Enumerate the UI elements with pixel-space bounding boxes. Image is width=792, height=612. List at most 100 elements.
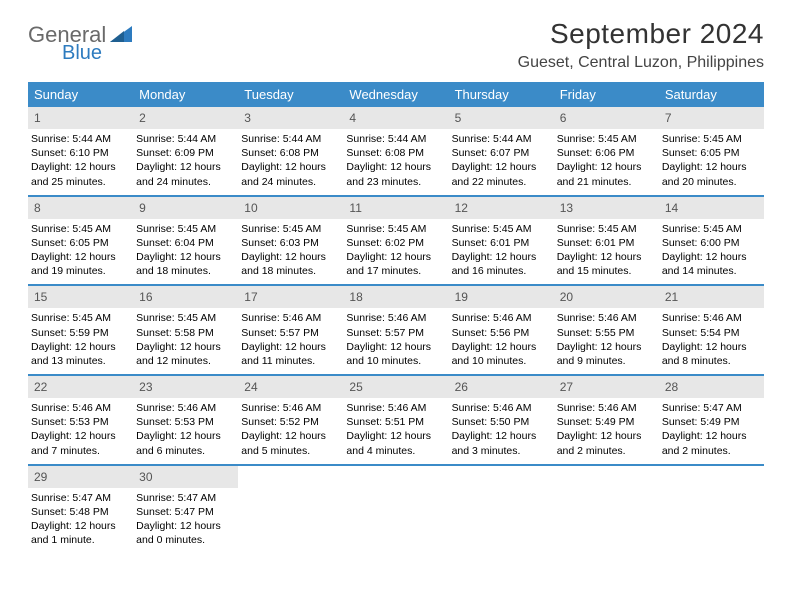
day-number: 3 bbox=[244, 111, 251, 125]
day-detail-line: Sunset: 5:49 PM bbox=[557, 415, 656, 429]
day-detail-line: Daylight: 12 hours bbox=[31, 429, 130, 443]
day-cell: 20Sunrise: 5:46 AMSunset: 5:55 PMDayligh… bbox=[554, 286, 659, 374]
daynum-bar: 29 bbox=[28, 466, 133, 488]
day-detail-line: Sunset: 5:57 PM bbox=[346, 326, 445, 340]
day-detail-line: Sunrise: 5:47 AM bbox=[31, 491, 130, 505]
day-number: 22 bbox=[34, 380, 47, 394]
day-cell: 4Sunrise: 5:44 AMSunset: 6:08 PMDaylight… bbox=[343, 107, 448, 195]
daynum-bar: 20 bbox=[554, 286, 659, 308]
day-detail-line: Sunrise: 5:46 AM bbox=[452, 311, 551, 325]
day-detail-line: Sunrise: 5:45 AM bbox=[241, 222, 340, 236]
day-cell: 2Sunrise: 5:44 AMSunset: 6:09 PMDaylight… bbox=[133, 107, 238, 195]
day-detail-line: Sunrise: 5:46 AM bbox=[452, 401, 551, 415]
day-detail-line: and 12 minutes. bbox=[136, 354, 235, 368]
day-number: 15 bbox=[34, 290, 47, 304]
daynum-bar: 26 bbox=[449, 376, 554, 398]
day-cell: 30Sunrise: 5:47 AMSunset: 5:47 PMDayligh… bbox=[133, 466, 238, 554]
daynum-bar: 21 bbox=[659, 286, 764, 308]
calendar-grid: SundayMondayTuesdayWednesdayThursdayFrid… bbox=[28, 82, 764, 553]
weekday-header-row: SundayMondayTuesdayWednesdayThursdayFrid… bbox=[28, 82, 764, 107]
day-cell bbox=[343, 466, 448, 554]
week-row: 1Sunrise: 5:44 AMSunset: 6:10 PMDaylight… bbox=[28, 107, 764, 197]
day-cell: 13Sunrise: 5:45 AMSunset: 6:01 PMDayligh… bbox=[554, 197, 659, 285]
day-detail-line: Sunrise: 5:46 AM bbox=[346, 401, 445, 415]
day-detail-line: Sunrise: 5:44 AM bbox=[136, 132, 235, 146]
day-detail-line: and 24 minutes. bbox=[136, 175, 235, 189]
day-number: 1 bbox=[34, 111, 41, 125]
daynum-bar: 24 bbox=[238, 376, 343, 398]
day-detail-line: Sunset: 5:59 PM bbox=[31, 326, 130, 340]
daynum-bar: 13 bbox=[554, 197, 659, 219]
week-row: 22Sunrise: 5:46 AMSunset: 5:53 PMDayligh… bbox=[28, 376, 764, 466]
day-number: 21 bbox=[665, 290, 678, 304]
day-number: 29 bbox=[34, 470, 47, 484]
day-cell: 6Sunrise: 5:45 AMSunset: 6:06 PMDaylight… bbox=[554, 107, 659, 195]
day-detail-line: Sunrise: 5:45 AM bbox=[346, 222, 445, 236]
day-detail-line: and 11 minutes. bbox=[241, 354, 340, 368]
day-detail-line: Sunset: 5:53 PM bbox=[31, 415, 130, 429]
day-detail-line: Sunset: 5:47 PM bbox=[136, 505, 235, 519]
day-detail-line: Daylight: 12 hours bbox=[241, 160, 340, 174]
logo-triangle-icon bbox=[110, 26, 132, 47]
day-number: 5 bbox=[455, 111, 462, 125]
day-detail-line: Daylight: 12 hours bbox=[136, 160, 235, 174]
day-cell: 17Sunrise: 5:46 AMSunset: 5:57 PMDayligh… bbox=[238, 286, 343, 374]
day-cell: 14Sunrise: 5:45 AMSunset: 6:00 PMDayligh… bbox=[659, 197, 764, 285]
day-detail-line: Sunrise: 5:44 AM bbox=[31, 132, 130, 146]
day-detail-line: Sunrise: 5:44 AM bbox=[241, 132, 340, 146]
weekday-label: Wednesday bbox=[343, 82, 448, 107]
week-row: 8Sunrise: 5:45 AMSunset: 6:05 PMDaylight… bbox=[28, 197, 764, 287]
logo-text-blue: Blue bbox=[62, 42, 102, 65]
day-detail-line: Sunrise: 5:47 AM bbox=[662, 401, 761, 415]
daynum-bar: 10 bbox=[238, 197, 343, 219]
location-subtitle: Gueset, Central Luzon, Philippines bbox=[518, 54, 764, 72]
day-number: 16 bbox=[139, 290, 152, 304]
day-detail-line: Sunrise: 5:46 AM bbox=[557, 311, 656, 325]
day-number: 12 bbox=[455, 201, 468, 215]
day-detail-line: and 16 minutes. bbox=[452, 264, 551, 278]
day-detail-line: Sunrise: 5:45 AM bbox=[31, 311, 130, 325]
day-number: 24 bbox=[244, 380, 257, 394]
daynum-bar: 6 bbox=[554, 107, 659, 129]
header: General Blue September 2024 Gueset, Cent… bbox=[28, 18, 764, 72]
day-detail-line: Sunset: 5:54 PM bbox=[662, 326, 761, 340]
day-cell: 24Sunrise: 5:46 AMSunset: 5:52 PMDayligh… bbox=[238, 376, 343, 464]
day-cell: 12Sunrise: 5:45 AMSunset: 6:01 PMDayligh… bbox=[449, 197, 554, 285]
day-detail-line: Sunset: 5:58 PM bbox=[136, 326, 235, 340]
day-number: 17 bbox=[244, 290, 257, 304]
day-detail-line: and 9 minutes. bbox=[557, 354, 656, 368]
day-detail-line: Sunset: 6:02 PM bbox=[346, 236, 445, 250]
day-detail-line: Daylight: 12 hours bbox=[452, 340, 551, 354]
day-detail-line: and 24 minutes. bbox=[241, 175, 340, 189]
day-cell: 16Sunrise: 5:45 AMSunset: 5:58 PMDayligh… bbox=[133, 286, 238, 374]
day-detail-line: Daylight: 12 hours bbox=[31, 340, 130, 354]
day-cell bbox=[554, 466, 659, 554]
day-detail-line: Daylight: 12 hours bbox=[31, 250, 130, 264]
day-detail-line: Daylight: 12 hours bbox=[346, 340, 445, 354]
day-detail-line: and 13 minutes. bbox=[31, 354, 130, 368]
daynum-bar: 23 bbox=[133, 376, 238, 398]
day-cell: 21Sunrise: 5:46 AMSunset: 5:54 PMDayligh… bbox=[659, 286, 764, 374]
day-detail-line: Sunrise: 5:46 AM bbox=[241, 311, 340, 325]
day-detail-line: Daylight: 12 hours bbox=[136, 519, 235, 533]
day-detail-line: Daylight: 12 hours bbox=[452, 429, 551, 443]
day-detail-line: and 14 minutes. bbox=[662, 264, 761, 278]
weeks-container: 1Sunrise: 5:44 AMSunset: 6:10 PMDaylight… bbox=[28, 107, 764, 553]
day-cell bbox=[449, 466, 554, 554]
day-detail-line: Daylight: 12 hours bbox=[557, 250, 656, 264]
day-detail-line: Daylight: 12 hours bbox=[346, 250, 445, 264]
day-number: 7 bbox=[665, 111, 672, 125]
day-detail-line: Sunrise: 5:46 AM bbox=[241, 401, 340, 415]
day-detail-line: Sunset: 5:48 PM bbox=[31, 505, 130, 519]
day-detail-line: Sunrise: 5:45 AM bbox=[662, 132, 761, 146]
day-detail-line: Daylight: 12 hours bbox=[557, 160, 656, 174]
day-detail-line: Sunset: 5:57 PM bbox=[241, 326, 340, 340]
daynum-bar: 11 bbox=[343, 197, 448, 219]
day-detail-line: Sunrise: 5:45 AM bbox=[557, 132, 656, 146]
day-detail-line: Sunset: 6:09 PM bbox=[136, 146, 235, 160]
day-detail-line: and 1 minute. bbox=[31, 533, 130, 547]
day-cell: 10Sunrise: 5:45 AMSunset: 6:03 PMDayligh… bbox=[238, 197, 343, 285]
title-block: September 2024 Gueset, Central Luzon, Ph… bbox=[518, 18, 764, 72]
day-detail-line: Sunset: 6:00 PM bbox=[662, 236, 761, 250]
day-cell: 9Sunrise: 5:45 AMSunset: 6:04 PMDaylight… bbox=[133, 197, 238, 285]
